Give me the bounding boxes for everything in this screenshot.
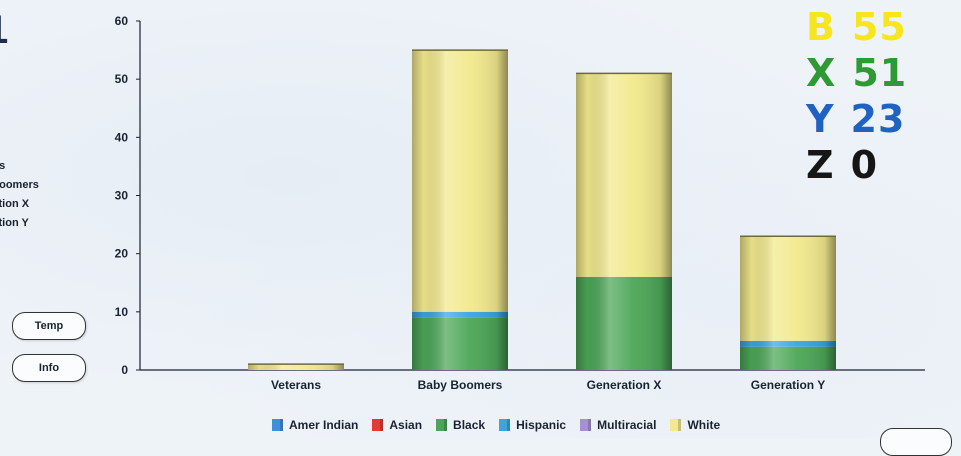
legend-label: Multiracial xyxy=(597,418,657,432)
panel-title-fragment: 1 xyxy=(0,8,8,53)
y-tick-label: 10 xyxy=(115,305,129,319)
bar-shading xyxy=(248,364,344,370)
score-row: B 55 xyxy=(806,4,907,50)
x-tick-label: Baby Boomers xyxy=(418,378,503,392)
legend-item[interactable]: Asian xyxy=(372,418,422,432)
generation-list: rans y Boomers eration X eration Y xyxy=(0,157,39,233)
temp-button[interactable]: Temp xyxy=(12,312,86,340)
legend-item[interactable]: White xyxy=(670,418,720,432)
y-tick-label: 60 xyxy=(115,14,129,28)
legend-swatch xyxy=(372,419,384,431)
x-tick-label: Veterans xyxy=(271,378,321,392)
score-panel: B 55 X 51 Y 23 Z 0 xyxy=(806,4,907,188)
legend-item[interactable]: Black xyxy=(436,418,485,432)
legend-label: Asian xyxy=(389,418,423,432)
bar-stack[interactable] xyxy=(740,235,836,370)
generation-list-item[interactable]: rans xyxy=(0,160,6,172)
x-tick-label: Generation Y xyxy=(751,378,825,392)
legend-swatch xyxy=(499,419,511,431)
info-button[interactable]: Info xyxy=(12,354,86,382)
legend-swatch xyxy=(580,419,592,431)
bar-stack[interactable] xyxy=(248,363,344,370)
generation-list-item[interactable]: eration Y xyxy=(0,217,29,229)
bar-shading xyxy=(412,50,508,370)
bar-shading xyxy=(576,73,672,370)
legend-label: White xyxy=(687,418,721,432)
legend-swatch xyxy=(670,419,682,431)
y-tick-label: 0 xyxy=(121,363,128,377)
legend-item[interactable]: Hispanic xyxy=(499,418,566,432)
y-tick-label: 30 xyxy=(115,189,129,203)
score-value: 51 xyxy=(852,51,908,95)
y-tick-label: 20 xyxy=(115,247,129,261)
y-tick-label: 50 xyxy=(115,72,129,86)
score-letter: B xyxy=(806,5,836,49)
score-letter: X xyxy=(806,51,837,95)
score-row: X 51 xyxy=(806,50,907,96)
legend-label: Hispanic xyxy=(516,418,567,432)
legend-item[interactable]: Amer Indian xyxy=(272,418,358,432)
score-value: 23 xyxy=(850,97,906,141)
legend-label: Black xyxy=(453,418,486,432)
score-value: 55 xyxy=(851,5,907,49)
score-letter: Z xyxy=(806,143,835,187)
generation-list-item[interactable]: y Boomers xyxy=(0,179,39,191)
legend-label: Amer Indian xyxy=(289,418,359,432)
stacked-bar-chart: 0 10 20 30 40 50 60 Veterans Baby Boomers Genera… xyxy=(115,14,925,392)
legend-swatch xyxy=(272,419,283,431)
bar-stack[interactable] xyxy=(576,72,672,370)
generation-list-item[interactable]: eration X xyxy=(0,198,30,210)
chart-legend: Amer Indian Asian Black Hispanic Multiracial… xyxy=(272,418,720,432)
legend-swatch xyxy=(436,419,448,431)
y-tick-label: 40 xyxy=(115,130,129,144)
score-letter: Y xyxy=(806,97,835,141)
score-value: 0 xyxy=(850,143,879,187)
score-row: Y 23 xyxy=(806,96,907,142)
bar-shading xyxy=(740,236,836,370)
x-tick-label: Generation X xyxy=(587,378,662,392)
bar-stack[interactable] xyxy=(412,49,508,370)
legend-item[interactable]: Multiracial xyxy=(580,418,656,432)
